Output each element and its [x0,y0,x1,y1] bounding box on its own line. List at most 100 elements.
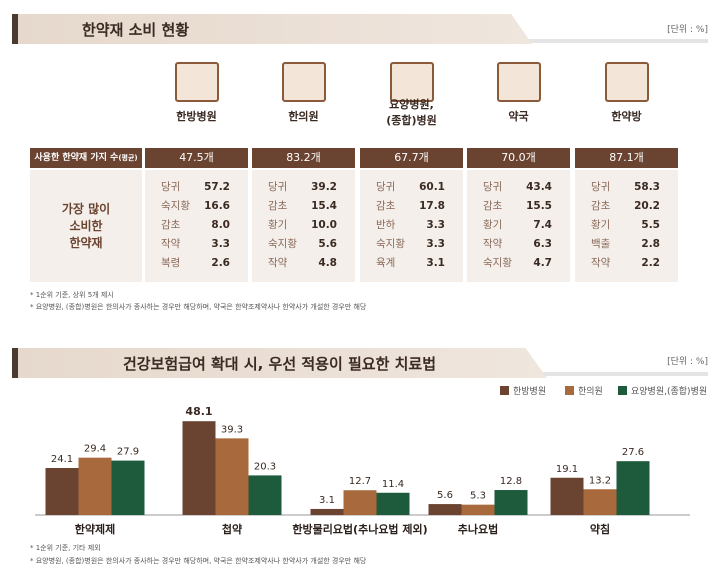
herb-name: 육계 [376,257,396,269]
category-tick-label: 한약제제 [75,522,115,535]
herb-value: 3.3 [426,219,445,231]
table-row: 황기 10.0 [252,216,355,235]
herb-value: 7.4 [533,219,552,231]
herb-value: 17.8 [419,200,445,212]
herb-value: 5.6 [318,238,337,250]
herb-value: 3.1 [426,257,445,269]
category-tick-label: 한방물리요법(추나요법 제외) [292,522,427,535]
herb-value: 58.3 [634,181,660,193]
category-label: 요양병원, (종합)병원 [386,98,437,127]
row-header: 사용한 한약재 가지 수(평균) [30,148,142,168]
table-row: 작약 3.3 [145,235,248,254]
category-tick-label: 추나요법 [458,522,498,535]
note: * 요양병원, (종합)병원은 한의사가 종사하는 경우만 해당하며, 약국은 … [30,303,367,311]
table-row: 황기 5.5 [575,216,678,235]
category-label: 한약방 [611,110,642,123]
side-label-line: 한약재 [69,235,103,250]
table-row: 작약 4.8 [252,254,355,273]
bar [461,504,495,515]
herb-value: 10.0 [311,219,337,231]
herbal-shop-icon [604,62,649,102]
bar [428,504,462,515]
herb-name: 복령 [161,257,181,269]
herb-name: 당귀 [591,181,611,193]
herb-value: 20.2 [634,200,660,212]
count-cell: 70.0개 [467,148,570,168]
data-label: 29.4 [84,444,106,455]
data-label: 27.9 [117,447,139,458]
table-row: 백출 2.8 [575,235,678,254]
section1-header: 한약재 소비 현황 [12,14,532,44]
herb-name: 작약 [483,238,503,250]
table-row: 작약 6.3 [467,235,570,254]
table-row: 감초 8.0 [145,216,248,235]
note: * 요양병원, (종합)병원은 한의사가 종사하는 경우만 해당하며, 약국은 … [30,557,367,565]
category-tick-label: 약침 [590,522,610,535]
table-column: 당귀 39.2 감초 15.4 황기 10.0 숙지황 5.6 작약 4.8 [252,170,355,282]
table-row: 황기 7.4 [467,216,570,235]
herb-name: 숙지황 [376,238,405,250]
table-row: 감초 15.4 [252,197,355,216]
table-column: 당귀 60.1 감초 17.8 반하 3.3 숙지황 3.3 육계 3.1 [360,170,463,282]
table-row: 반하 3.3 [360,216,463,235]
herb-value: 6.3 [533,238,552,250]
count-cell: 67.7개 [360,148,463,168]
herb-value: 43.4 [526,181,552,193]
count-cell: 47.5개 [145,148,248,168]
herb-value: 57.2 [204,181,230,193]
chart-title: 건강보험급여 확대 시, 우선 적용이 필요한 치료법 [122,355,437,373]
data-label: 19.1 [556,464,578,475]
table-row: 당귀 60.1 [360,178,463,197]
data-label: 12.8 [500,476,522,487]
herb-name: 작약 [591,257,611,269]
data-label: 27.6 [622,447,644,458]
bar [550,477,584,515]
table-row: 복령 2.6 [145,254,248,273]
herb-name: 백출 [591,238,611,250]
herb-value: 4.7 [533,257,552,269]
data-label: 3.1 [319,495,335,506]
bar [182,421,216,515]
row-header-label: 사용한 한약재 가지 수 [34,153,119,163]
herb-name: 감초 [161,219,181,231]
herb-value: 60.1 [419,181,445,193]
bar [343,490,377,515]
table-row: 감초 17.8 [360,197,463,216]
category-label: 한방병원 [176,110,217,123]
herb-name: 숙지황 [161,200,190,212]
herb-name: 황기 [268,219,288,231]
table-row: 당귀 57.2 [145,178,248,197]
herb-name: 감초 [268,200,288,212]
herb-name: 감초 [483,200,503,212]
herb-value: 2.8 [641,238,660,250]
data-label: 48.1 [185,405,212,418]
data-label: 24.1 [51,454,73,465]
chart-unit: [단위 : %] [667,357,708,367]
table-row: 숙지황 4.7 [467,254,570,273]
section2-header: 건강보험급여 확대 시, 우선 적용이 필요한 치료법 [12,348,547,378]
table-row: 당귀 43.4 [467,178,570,197]
herb-name: 작약 [268,257,288,269]
table-row: 숙지황 5.6 [252,235,355,254]
herb-name: 숙지황 [268,238,297,250]
herb-name: 감초 [591,200,611,212]
herb-name: 감초 [376,200,396,212]
legend-label: 한방병원 [513,387,547,397]
data-label: 5.6 [437,490,453,501]
unit-label: [단위 : %] [667,25,708,35]
category-label: 한의원 [288,110,319,123]
herb-value: 4.8 [318,257,337,269]
data-label: 20.3 [254,461,276,472]
bar [215,438,249,515]
data-label: 12.7 [349,476,371,487]
table-row: 숙지황 16.6 [145,197,248,216]
section1-title: 한약재 소비 현황 [82,21,190,39]
table-row: 감초 20.2 [575,197,678,216]
legend-swatch [500,386,509,395]
herb-value: 3.3 [426,238,445,250]
data-label: 11.4 [382,479,404,490]
herb-name: 반하 [376,219,396,231]
table-row: 작약 2.2 [575,254,678,273]
bar-chart: 24.1 29.4 27.9 한약제제 48.1 39.3 20.3 첩약 3.1 12.7 11.… [35,405,690,535]
bar [616,461,650,515]
